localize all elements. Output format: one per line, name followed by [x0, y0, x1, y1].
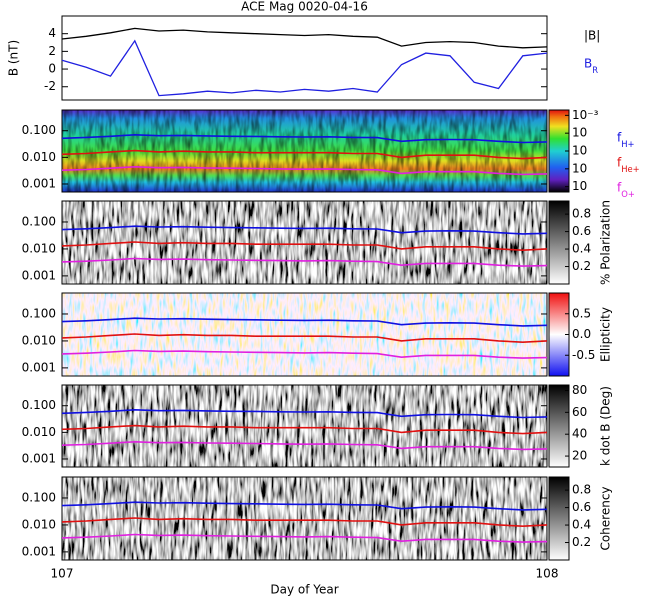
series-line: [61, 424, 548, 435]
y-tick-label: 0.010: [22, 517, 56, 531]
y-tick-label: 0.100: [22, 490, 56, 504]
plot-frame: [61, 476, 548, 561]
y-tick-label: 0.010: [22, 333, 56, 347]
y-axis-label: B (nT): [7, 40, 21, 76]
y-tick-label: 0.010: [22, 150, 56, 164]
series-line: [61, 440, 548, 451]
y-tick-label: 0.100: [22, 214, 56, 228]
series-line: [61, 349, 548, 359]
colorbar-label: Coherency: [599, 486, 613, 550]
y-tick-label: 0: [48, 62, 56, 76]
y-tick-label: 0.001: [22, 451, 56, 465]
colorbar-tick-label: 60: [572, 405, 587, 419]
colorbar-tick-label: 0.8: [572, 207, 591, 221]
colorbar-tick-label: 20: [572, 449, 587, 463]
y-tick-label: 0.100: [22, 398, 56, 412]
plot-frame: [61, 15, 548, 101]
colorbar-tick-label: 0.4: [572, 518, 591, 532]
colorbar-tick-label: 80: [572, 383, 587, 397]
series-line: [61, 533, 548, 543]
legend-entry: BR: [584, 57, 598, 75]
x-tick-label: 108: [536, 567, 559, 581]
colorbar-tick-label: 0.2: [572, 535, 591, 549]
colorbar-label: Ellipticity: [599, 307, 613, 362]
colorbar-tick-label: 10: [572, 179, 587, 193]
colorbar-tick-label: 10: [572, 126, 587, 140]
y-tick-label: 0.001: [22, 360, 56, 374]
colorbar-tick-label: 10: [572, 144, 587, 158]
colorbar-label: k dot B (Deg): [599, 386, 613, 466]
series-line: [61, 133, 548, 144]
series-line: [61, 257, 548, 267]
y-tick-label: 0.010: [22, 425, 56, 439]
y-tick-label: -2: [44, 79, 56, 93]
colorbar: [548, 476, 570, 561]
y-tick-label: 0.100: [22, 123, 56, 137]
series-line: [61, 165, 548, 176]
plot-frame: [61, 200, 548, 285]
y-tick-label: 4: [48, 26, 56, 40]
series-line: [61, 501, 548, 511]
series-line: [61, 333, 548, 344]
colorbar-tick-label: 40: [572, 427, 587, 441]
colorbar-tick-label: 10⁻³: [572, 108, 599, 122]
series-line: [61, 408, 548, 419]
colorbar-tick-label: 0.8: [572, 483, 591, 497]
series-line: [61, 241, 548, 252]
series-line: [61, 317, 548, 327]
colorbar-tick-label: -0.5: [572, 348, 595, 362]
plot-frame: [61, 292, 548, 377]
series-line: [61, 27, 548, 49]
chart-title: ACE Mag 0020-04-16: [241, 0, 368, 14]
legend-entry: |B|: [584, 29, 600, 43]
y-tick-label: 0.001: [22, 176, 56, 190]
colorbar-tick-label: 0.0: [572, 327, 591, 341]
plot-frame: [61, 384, 548, 468]
colorbar-tick-label: 0.5: [572, 306, 591, 320]
legend-entry: fH+: [617, 131, 635, 149]
legend-entry: fHe+: [617, 156, 640, 174]
colorbar: [548, 200, 570, 285]
colorbar-tick-label: 0.6: [572, 500, 591, 514]
colorbar: [548, 384, 570, 468]
series-line: [61, 39, 548, 97]
series-line: [61, 225, 548, 235]
colorbar-label: % Polarization: [599, 200, 613, 285]
colorbar-tick-label: 10: [572, 161, 587, 175]
x-tick-label: 107: [51, 567, 74, 581]
plot-frame: [61, 109, 548, 193]
y-tick-label: 0.100: [22, 306, 56, 320]
y-tick-label: 2: [48, 44, 56, 58]
legend-entry: fO+: [617, 181, 635, 199]
y-tick-label: 0.001: [22, 268, 56, 282]
series-line: [61, 517, 548, 528]
colorbar-tick-label: 0.2: [572, 259, 591, 273]
y-tick-label: 0.001: [22, 544, 56, 558]
colorbar-tick-label: 0.4: [572, 242, 591, 256]
colorbar-tick-label: 0.6: [572, 224, 591, 238]
y-tick-label: 0.010: [22, 241, 56, 255]
series-line: [61, 149, 548, 160]
x-axis-label: Day of Year: [270, 583, 338, 597]
